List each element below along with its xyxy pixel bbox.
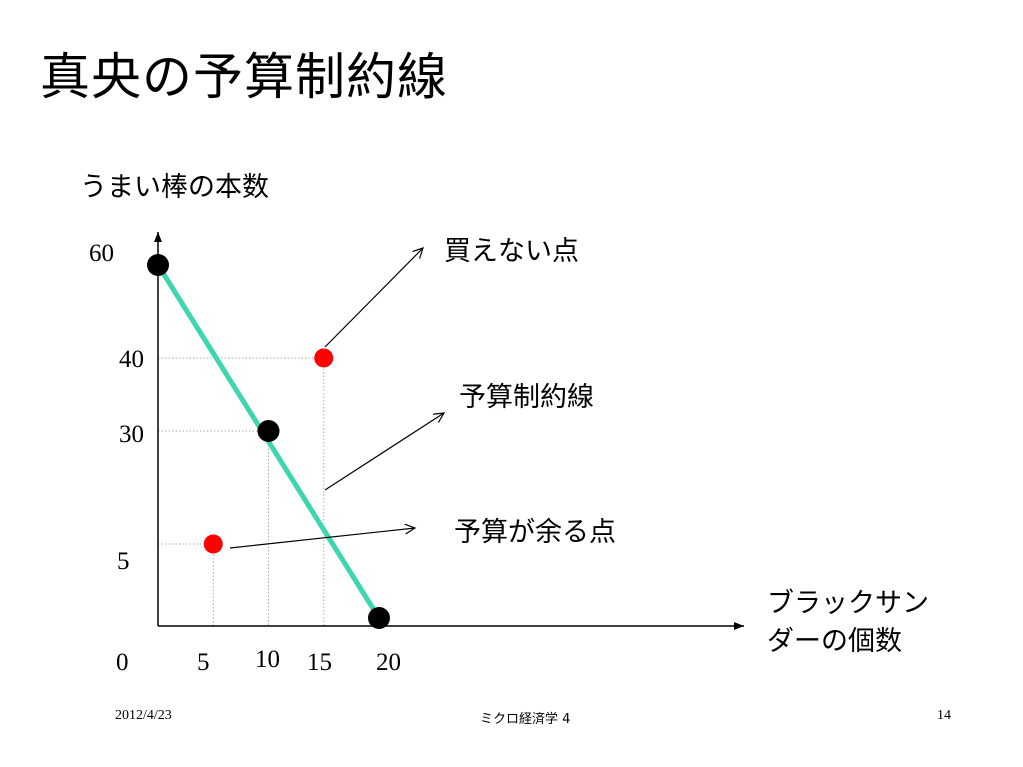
x-tick-20: 20 xyxy=(376,649,401,676)
data-point-4 xyxy=(203,534,223,554)
annotation-budget-line: 予算制約線 xyxy=(459,382,594,413)
footer-course: ミクロ経済学 4 xyxy=(480,712,571,727)
data-point-3 xyxy=(314,348,334,368)
y-tick-30: 30 xyxy=(119,421,144,448)
annotation-arrow-unaffordable xyxy=(324,248,423,348)
x-axis-title-line-2: ダーの個数 xyxy=(767,626,902,657)
y-tick-40: 40 xyxy=(119,346,144,373)
data-points xyxy=(147,254,390,629)
x-tick-15: 15 xyxy=(307,649,332,676)
annotation-arrow-budget-line xyxy=(324,413,444,491)
footer-page-number: 14 xyxy=(937,708,951,723)
x-tick-10: 10 xyxy=(255,646,280,673)
footer-date: 2012/4/23 xyxy=(115,708,172,723)
x-tick-0: 0 xyxy=(116,649,129,676)
y-tick-60: 60 xyxy=(89,240,114,267)
y-tick-5: 5 xyxy=(117,548,130,575)
x-tick-5: 5 xyxy=(197,649,210,676)
y-axis-title: うまい棒の本数 xyxy=(80,172,269,203)
data-point-2 xyxy=(368,607,390,629)
slide-title: 真央の予算制約線 xyxy=(40,48,448,106)
annotation-unaffordable: 買えない点 xyxy=(444,236,579,267)
x-axis-title-line-1: ブラックサン xyxy=(767,588,929,619)
data-point-1 xyxy=(257,420,280,442)
budget-constraint-chart: うまい棒の本数 ブラックサン ダーの個数 60 40 30 5 0 5 10 1… xyxy=(80,172,929,676)
data-point-0 xyxy=(147,254,169,276)
annotation-arrow-surplus xyxy=(229,528,415,549)
annotation-surplus: 予算が余る点 xyxy=(454,517,616,548)
